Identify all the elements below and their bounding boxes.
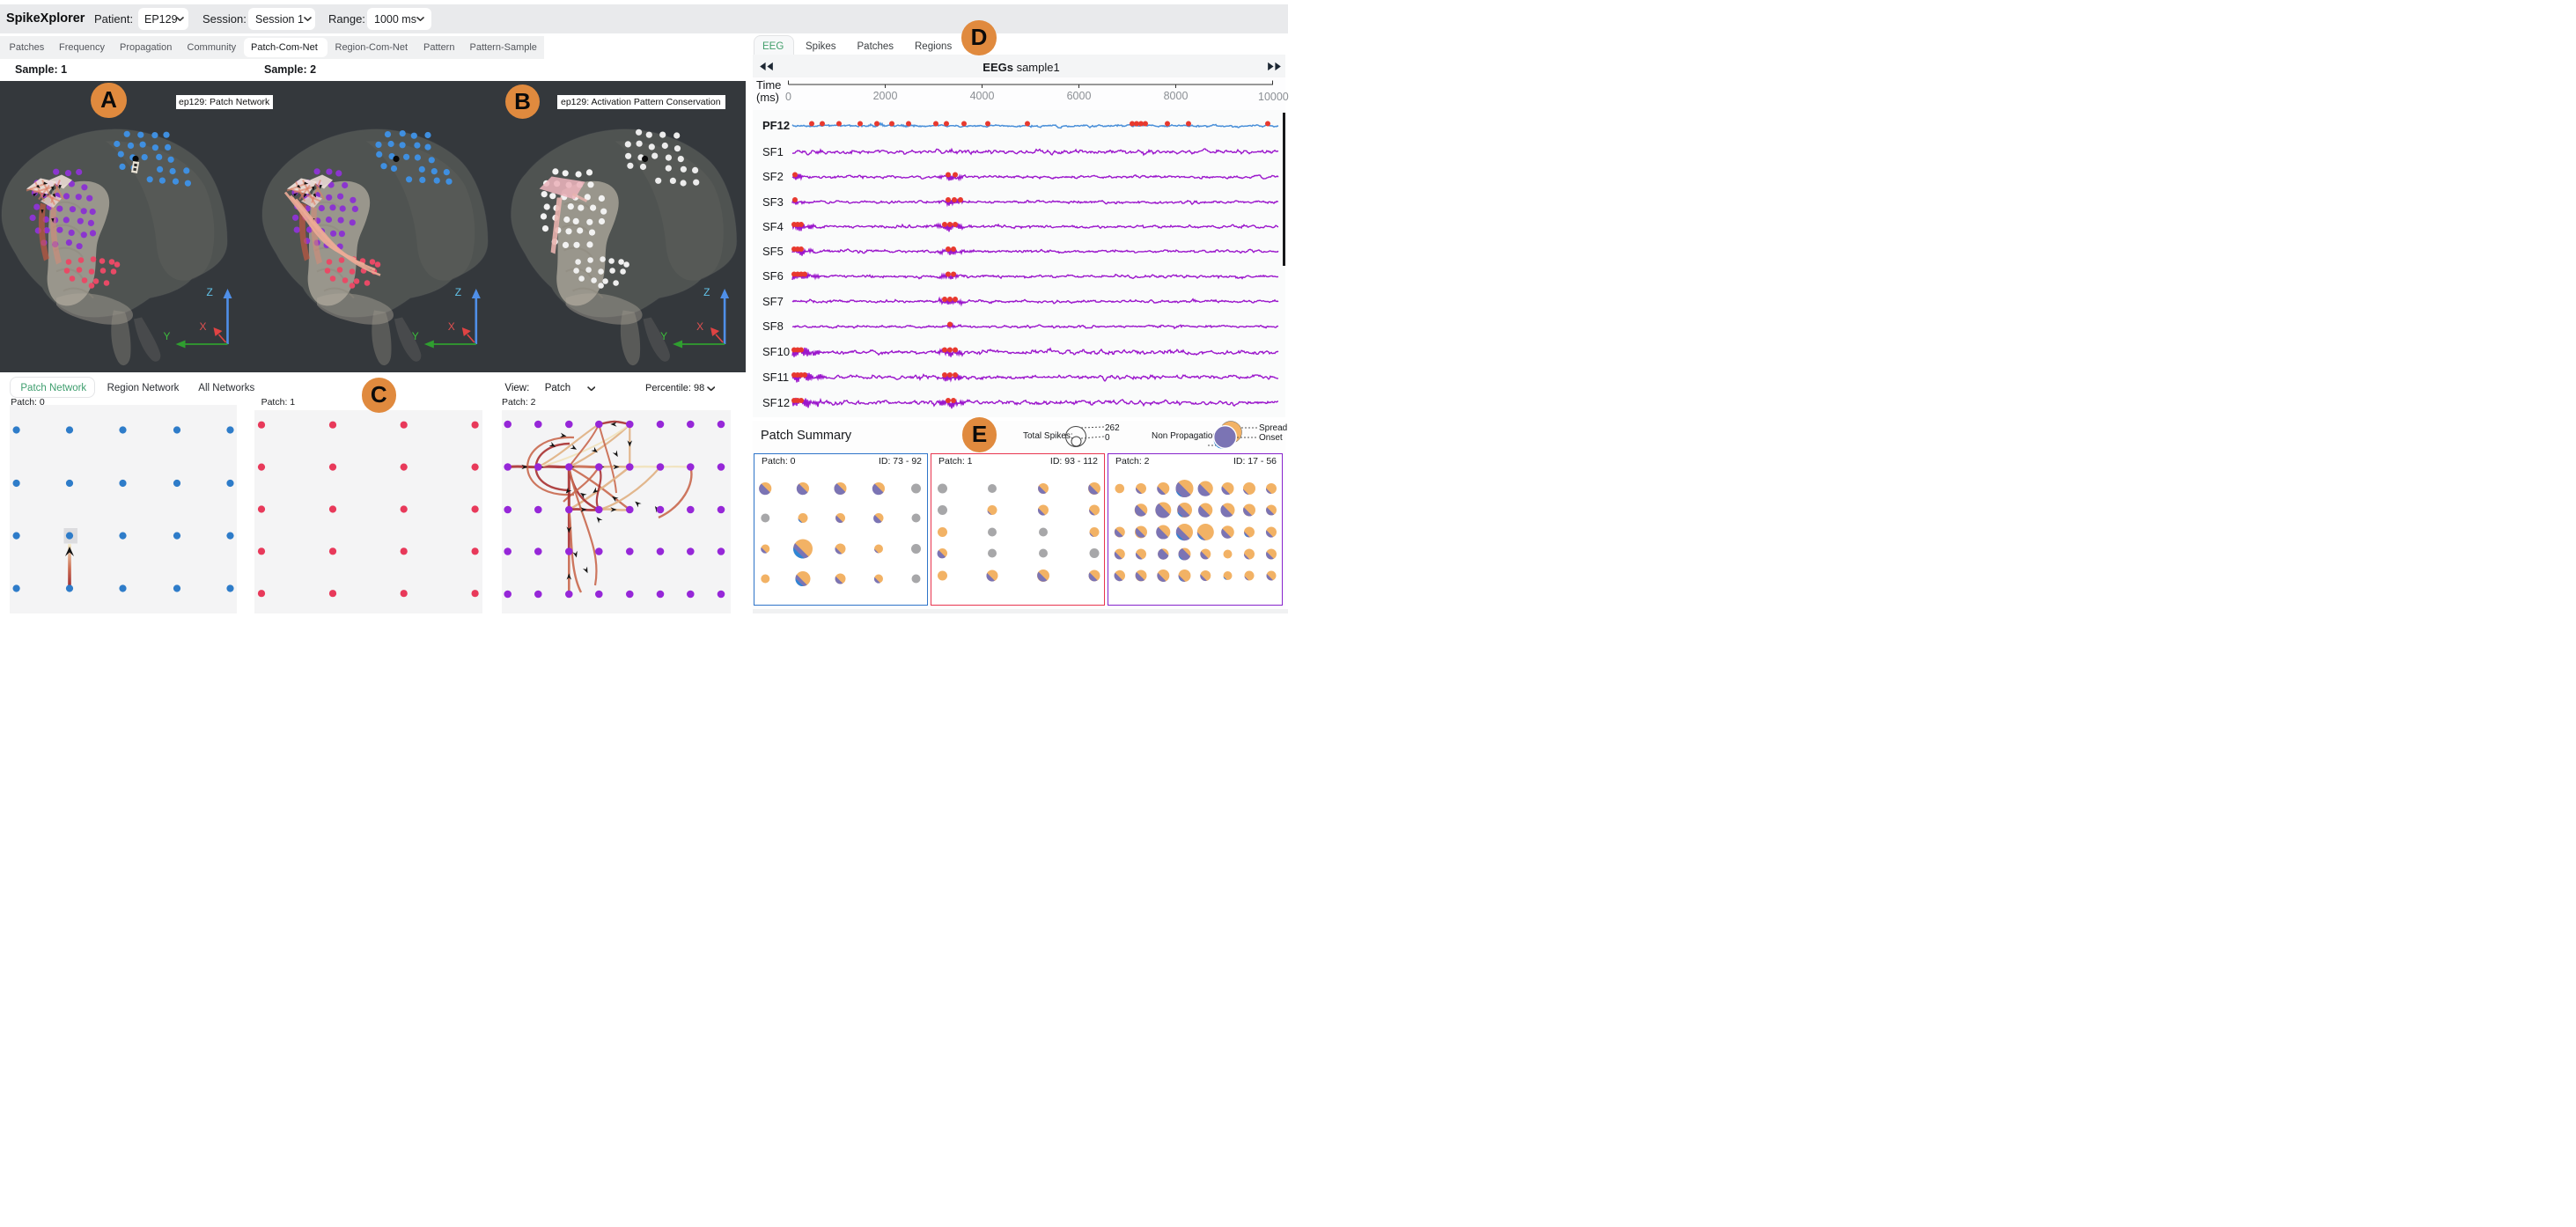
svg-text:X: X [696,320,703,332]
svg-text:Y: Y [660,329,667,342]
svg-text:X: X [448,320,455,332]
svg-text:Z: Z [703,285,710,298]
svg-text:262: 262 [1105,423,1120,433]
svg-text:Z: Z [207,285,213,298]
svg-text:Z: Z [455,285,461,298]
svg-text:Spread: Spread [1259,423,1287,433]
svg-text:0: 0 [1105,433,1110,443]
svg-text:X: X [200,320,207,332]
svg-text:Onset: Onset [1259,433,1283,443]
svg-text:Y: Y [412,329,419,342]
svg-text:Y: Y [164,329,171,342]
